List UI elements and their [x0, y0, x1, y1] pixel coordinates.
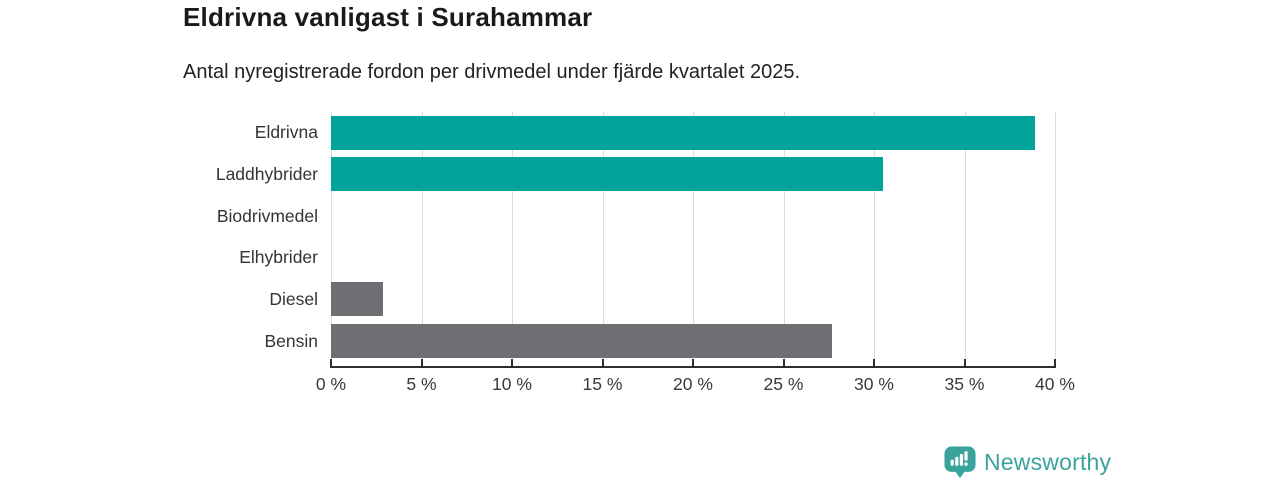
bar-row	[331, 237, 1055, 279]
chart-title: Eldrivna vanligast i Surahammar	[183, 2, 593, 32]
plot-area	[331, 112, 1056, 362]
bar-row	[331, 279, 1055, 321]
gridline	[964, 112, 966, 362]
category-axis: Eldrivna Laddhybrider Biodrivmedel Elhybrid…	[0, 112, 318, 362]
logo-exclamation-bar	[964, 451, 968, 461]
axis-tick-label: 5 %	[406, 374, 437, 394]
axis-tick	[330, 359, 332, 368]
logo-bar-2	[955, 456, 959, 466]
category-label: Diesel	[269, 288, 318, 309]
gridline	[421, 112, 423, 362]
category-label: Biodrivmedel	[216, 205, 318, 226]
chart-subtitle: Antal nyregistrerade fordon per drivmede…	[183, 61, 801, 83]
axis-tick	[1054, 359, 1056, 368]
axis-tick	[782, 359, 785, 368]
axis-tick	[963, 359, 966, 368]
gridline	[512, 112, 513, 362]
gridline	[874, 112, 875, 362]
gridline	[783, 112, 785, 362]
logo-exclamation-dot	[964, 462, 968, 466]
bar-row	[331, 320, 1055, 362]
bar-eldrivna	[331, 115, 1036, 150]
axis-tick-label: 30 %	[854, 374, 894, 394]
newsworthy-bubble-icon	[944, 446, 976, 479]
bar-row	[331, 195, 1055, 237]
axis-tick	[692, 359, 694, 368]
axis-tick-label: 0 %	[315, 374, 347, 394]
axis-tick-label: 35 %	[944, 374, 985, 394]
category-label: Eldrivna	[254, 122, 318, 143]
axis-tick-label: 10 %	[492, 374, 532, 394]
bar-row	[331, 154, 1055, 196]
axis-tick-label: 25 %	[763, 374, 804, 394]
axis-tick-label: 40 %	[1035, 374, 1075, 394]
axis-tick	[873, 359, 875, 368]
bar-bensin	[331, 324, 833, 359]
gridline	[331, 112, 332, 362]
axis-tick	[601, 359, 604, 368]
newsworthy-logo-text: Newsworthy	[984, 449, 1112, 475]
axis-tick-label: 20 %	[673, 374, 713, 394]
bar-row	[331, 112, 1055, 154]
axis-tick	[511, 359, 513, 368]
newsworthy-logo[interactable]: Newsworthy	[944, 446, 1111, 479]
axis-tick	[420, 359, 423, 368]
gridline	[693, 112, 694, 362]
category-label: Elhybrider	[239, 247, 318, 268]
gridline	[1055, 112, 1056, 362]
axis-tick-label: 15 %	[582, 374, 623, 394]
bar-laddhybrider	[331, 157, 884, 192]
bar-diesel	[331, 282, 384, 317]
logo-bar-3	[959, 454, 964, 466]
category-label: Laddhybrider	[215, 163, 318, 184]
logo-bar-1	[950, 459, 954, 466]
category-label: Bensin	[264, 330, 318, 351]
gridline	[602, 112, 604, 362]
